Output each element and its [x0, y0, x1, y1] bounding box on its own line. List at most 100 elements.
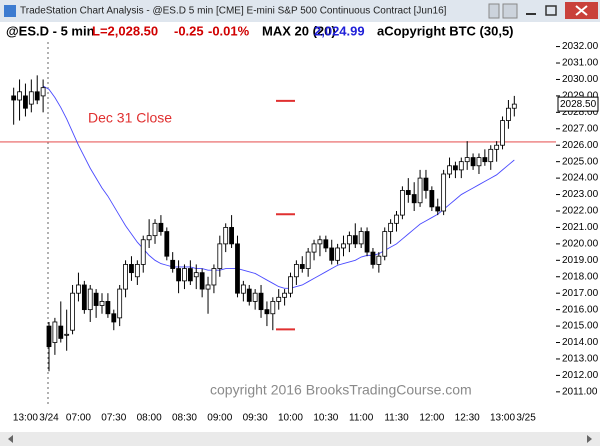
y-tick-label: 2028.00 [562, 107, 599, 118]
candle-body [117, 288, 123, 319]
candle-body [429, 190, 435, 208]
candle-body [199, 272, 205, 290]
candle-body [282, 292, 288, 298]
candle-body [435, 206, 441, 212]
y-tick-label: 2012.00 [562, 370, 599, 381]
maximize-button[interactable] [545, 5, 557, 16]
candle-body [105, 301, 111, 315]
study2: aCopyright BTC (30,5) [377, 23, 514, 38]
x-tick-label: 09:30 [243, 413, 268, 424]
candle-body [317, 239, 323, 245]
candle-body [293, 264, 299, 278]
candle-body [205, 284, 211, 290]
x-tick-label: 11:00 [349, 413, 374, 424]
candle-body [388, 222, 394, 232]
candle-body [129, 264, 134, 274]
candle-body [187, 268, 193, 282]
study-value: 2,024.99 [314, 23, 365, 38]
candle-body [217, 243, 223, 269]
candle-body [58, 325, 64, 339]
candle-body [146, 235, 152, 241]
x-tick-label: 07:00 [66, 413, 91, 424]
candle-body [223, 227, 229, 245]
y-tick-label: 2026.00 [562, 140, 599, 151]
candle-body [40, 87, 46, 97]
x-tick-label: 3/25 [516, 413, 536, 424]
candle-body [170, 259, 176, 269]
change-pct: -0.01% [208, 23, 250, 38]
candle-body [470, 157, 476, 167]
pin-button[interactable] [488, 3, 500, 19]
candle-body [111, 313, 117, 323]
x-tick-label: 11:30 [384, 413, 409, 424]
last-price-box [557, 96, 599, 112]
candle-body [17, 91, 22, 101]
candle-body [240, 284, 246, 294]
y-tick-label: 2015.00 [562, 321, 599, 332]
y-tick-label: 2027.00 [562, 123, 599, 134]
candle-body [476, 157, 482, 167]
candle-body [329, 247, 335, 261]
candle-body [176, 268, 181, 282]
candle-body [164, 231, 170, 257]
candle-body [500, 120, 505, 146]
x-tick-label: 07:30 [101, 413, 126, 424]
candle-body [81, 284, 87, 311]
candle-body [93, 292, 99, 306]
candle-body [11, 95, 17, 101]
candle-body [341, 243, 346, 249]
candle-body [441, 173, 447, 212]
candle-body [305, 251, 311, 269]
candle-body [288, 276, 293, 294]
candle-body [335, 247, 341, 261]
candle-body [299, 264, 305, 269]
candle-body [182, 268, 187, 282]
y-tick-label: 2014.00 [562, 337, 599, 348]
y-tick-label: 2023.00 [562, 189, 599, 200]
candle-body [211, 268, 217, 286]
candle-body [229, 227, 234, 245]
candle-body [258, 292, 264, 311]
candle-body [193, 272, 199, 278]
candle-body [346, 235, 352, 245]
y-tick-label: 2031.00 [562, 58, 599, 69]
candle-body [87, 288, 93, 311]
candle-body [511, 103, 517, 109]
last-price-text: L=2,028.50 [92, 23, 158, 38]
last-price-label: 2028.50 [560, 99, 597, 110]
watermark: copyright 2016 BrooksTradingCourse.com [210, 382, 472, 398]
y-tick-label: 2016.00 [562, 304, 599, 315]
candle-body [358, 231, 364, 245]
y-tick-label: 2020.00 [562, 239, 599, 250]
candle-body [376, 255, 382, 265]
candle-body [52, 321, 58, 343]
change: -0.25 [174, 23, 204, 38]
candle-body [99, 301, 105, 306]
candle-body [352, 235, 358, 245]
window-title: TradeStation Chart Analysis - @ES.D 5 mi… [20, 6, 447, 17]
candle-body [364, 231, 370, 253]
candle-body [140, 239, 146, 265]
candle-body [246, 288, 252, 302]
y-tick-label: 2032.00 [562, 41, 599, 52]
scrollbar[interactable] [0, 432, 600, 446]
y-tick-label: 2029.00 [562, 91, 599, 102]
candle-body [394, 214, 399, 224]
y-tick-label: 2030.00 [562, 74, 599, 85]
menu-button[interactable] [502, 3, 518, 19]
reference-label: Dec 31 Close [88, 110, 172, 126]
candle-body [264, 309, 270, 315]
candle-body [488, 148, 494, 163]
candle-body [323, 239, 329, 249]
candle-body [252, 292, 258, 302]
candle-body [23, 95, 28, 109]
candle-body [46, 325, 52, 348]
candle-body [134, 264, 140, 278]
candle-body [458, 161, 464, 171]
title-bar [0, 0, 600, 22]
x-tick-label: 10:30 [313, 413, 338, 424]
close-icon [575, 5, 588, 16]
candle-body [123, 264, 128, 290]
candle-body [411, 194, 417, 204]
candle-body [453, 165, 458, 171]
